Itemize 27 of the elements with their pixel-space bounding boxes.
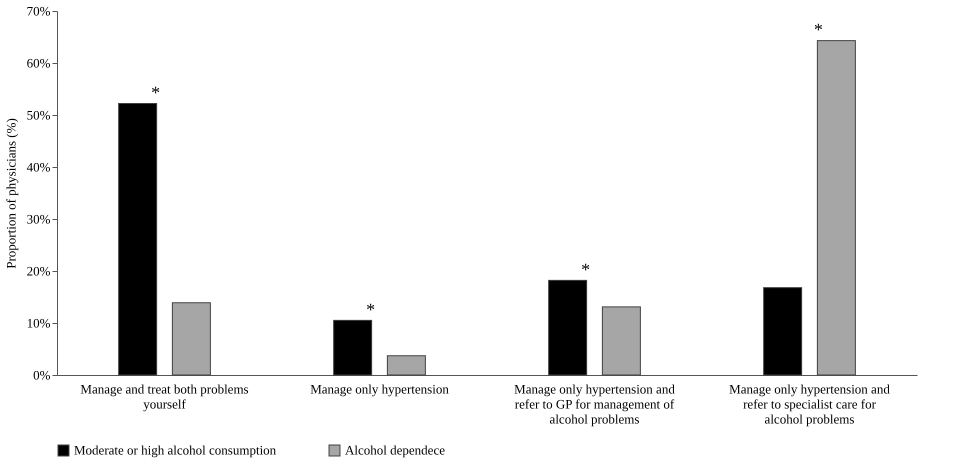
y-tick-label: 0% [33, 368, 51, 382]
y-tick-label: 50% [26, 108, 51, 122]
y-tick-label: 30% [26, 212, 51, 226]
bar [763, 287, 802, 376]
y-axis-title: Proportion of physicians (%) [4, 118, 19, 269]
y-tick-label: 70% [26, 4, 51, 18]
annotation: * [581, 259, 590, 280]
x-tick-label: Manage only hypertension and refer to specialist care for alcohol problems [729, 382, 890, 426]
bar [602, 306, 641, 376]
y-tick-label: 10% [26, 316, 51, 330]
bar [118, 103, 158, 376]
bar [386, 355, 426, 376]
x-tick-label: Manage and treat both problems yourself [80, 382, 249, 412]
bar [816, 40, 856, 376]
legend-label: Alcohol dependece [345, 442, 446, 458]
y-tick-label: 60% [26, 56, 51, 70]
y-tick-label: 20% [26, 264, 51, 278]
bar [172, 302, 211, 376]
annotation: * [151, 82, 160, 103]
x-tick-label: Manage only hypertension and refer to GP for management of alcohol problems [514, 382, 676, 426]
annotation: * [814, 20, 823, 40]
bar [548, 280, 588, 376]
legend-label: Moderate or high alcohol consumption [74, 442, 277, 458]
y-tick-label: 40% [26, 160, 51, 174]
x-tick-label: Manage only hypertension [310, 382, 450, 396]
annotation: * [366, 299, 376, 320]
bar [333, 320, 372, 376]
